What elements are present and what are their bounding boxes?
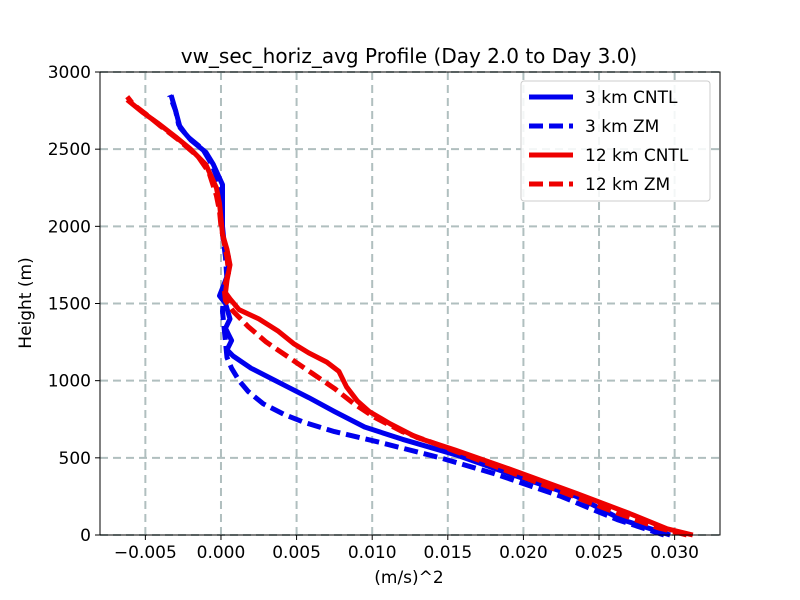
x-tick-label: 0.030 [650,543,699,563]
y-tick-label: 1500 [48,295,91,315]
y-tick-label: 2000 [48,217,91,237]
legend-box [520,80,711,202]
y-tick-label: 500 [59,449,91,469]
y-tick-label: 0 [80,526,91,546]
x-tick-label: 0.015 [423,543,472,563]
series-line [167,94,665,538]
series-lines [125,94,694,538]
x-tick-label: −0.005 [114,543,177,563]
x-tick-label: 0.025 [575,543,624,563]
legend-label: 3 km CNTL [585,88,678,108]
legend-label: 12 km ZM [585,175,670,195]
y-axis-label: Height (m) [16,257,36,348]
series-line [125,95,688,538]
y-tick-label: 1000 [48,372,91,392]
y-tick-label: 3000 [48,63,91,83]
x-tick-label: 0.000 [197,543,246,563]
legend: 3 km CNTL 3 km ZM 12 km CNTL 12 km ZM [520,80,711,202]
axis-ticks: −0.005 0.000 0.005 0.010 0.015 0.020 0.025 0.03… [48,63,699,563]
chart-title: vw_sec_horiz_avg Profile (Day 2.0 to Day… [181,44,638,68]
x-tick-label: 0.020 [499,543,548,563]
legend-label: 3 km ZM [585,117,659,137]
series-line [125,97,694,538]
x-tick-label: 0.005 [272,543,321,563]
x-tick-label: 0.010 [348,543,397,563]
y-tick-label: 2500 [48,140,91,160]
x-axis-label: (m/s)^2 [374,568,443,588]
legend-label: 12 km CNTL [585,146,689,166]
